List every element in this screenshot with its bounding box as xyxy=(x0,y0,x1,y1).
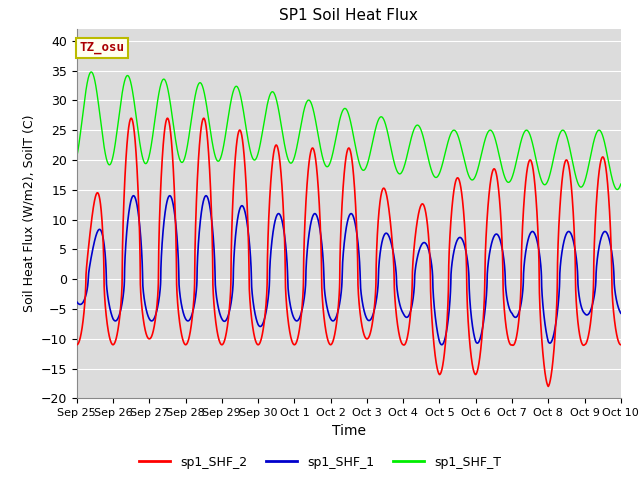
X-axis label: Time: Time xyxy=(332,424,366,438)
Legend: sp1_SHF_2, sp1_SHF_1, sp1_SHF_T: sp1_SHF_2, sp1_SHF_1, sp1_SHF_T xyxy=(134,451,506,474)
Title: SP1 Soil Heat Flux: SP1 Soil Heat Flux xyxy=(280,9,418,24)
Text: TZ_osu: TZ_osu xyxy=(79,41,125,54)
Y-axis label: Soil Heat Flux (W/m2), SoilT (C): Soil Heat Flux (W/m2), SoilT (C) xyxy=(22,115,35,312)
